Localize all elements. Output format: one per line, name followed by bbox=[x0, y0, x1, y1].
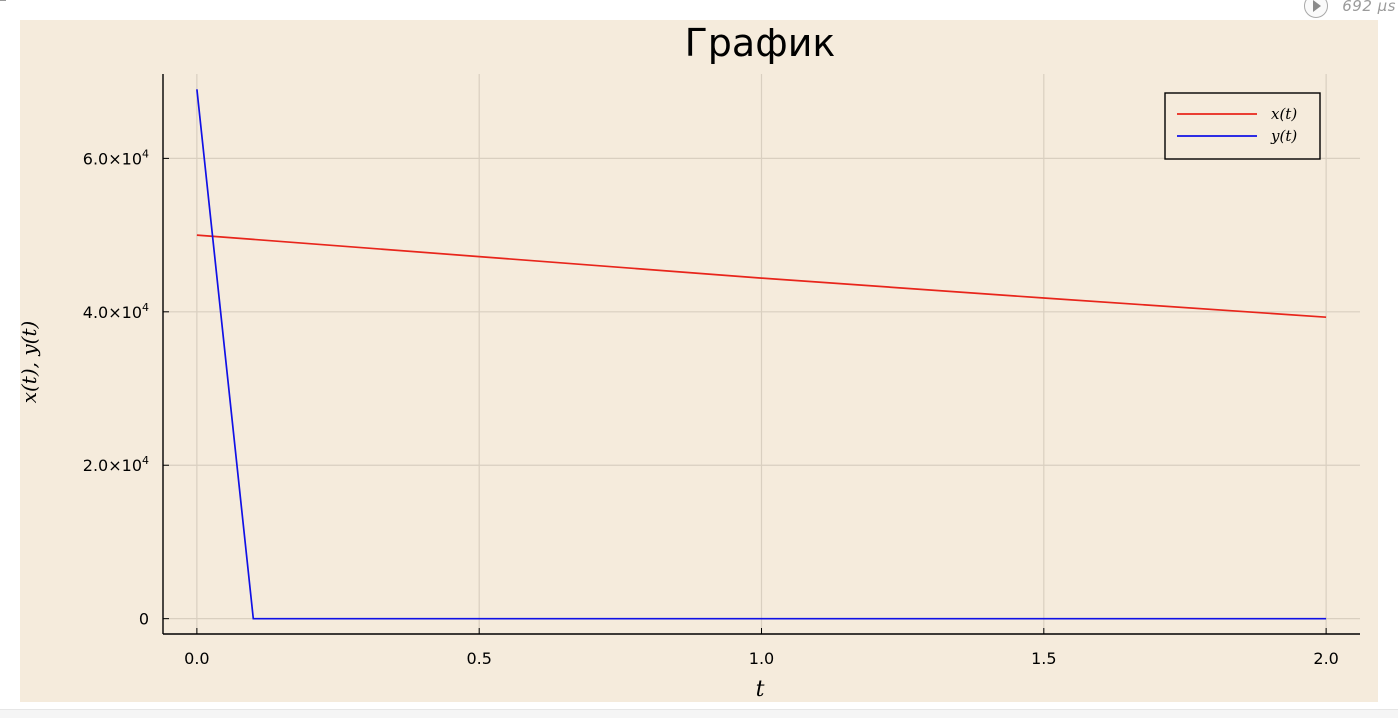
series-line-2 bbox=[196, 89, 1327, 620]
x-tick-label: 1.0 bbox=[749, 649, 774, 668]
play-circle-icon[interactable] bbox=[1304, 0, 1329, 18]
cell-footer bbox=[0, 709, 1398, 718]
chart: 0.0 0.5 1.0 1.5 2.0 0 2.0×104 4.0×104 6.0×104 Гра… bbox=[17, 21, 1360, 702]
y-tick-label: 4.0×104 bbox=[83, 301, 149, 322]
x-tick-label: 2.0 bbox=[1313, 649, 1338, 668]
cell-separator bbox=[0, 0, 6, 2]
series-line-1 bbox=[196, 234, 1327, 319]
y-tick-label: 6.0×104 bbox=[83, 147, 149, 168]
plot-area: 0.0 0.5 1.0 1.5 2.0 0 2.0×104 4.0×104 6.0×104 Гра… bbox=[17, 20, 1378, 702]
x-axis-label: t bbox=[756, 677, 765, 702]
chart-title: График bbox=[685, 21, 836, 65]
y-tick-label: 2.0×104 bbox=[83, 454, 149, 475]
y-tick-label: 0 bbox=[139, 610, 149, 629]
y-axis-label: x(t), y(t) bbox=[20, 321, 41, 404]
legend-label-2: y(t) bbox=[1270, 127, 1297, 145]
x-tick-label: 1.5 bbox=[1031, 649, 1056, 668]
legend-box bbox=[1164, 92, 1321, 160]
legend-label-1: x(t) bbox=[1271, 105, 1297, 123]
x-tick-label: 0.0 bbox=[184, 649, 209, 668]
x-tick-label: 0.5 bbox=[466, 649, 491, 668]
elapsed-time: 692 μs bbox=[1342, 0, 1396, 15]
run-status: 692 μs bbox=[1304, 0, 1396, 18]
